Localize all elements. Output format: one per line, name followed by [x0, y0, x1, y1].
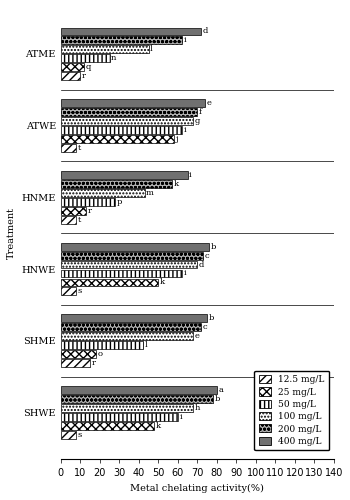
Text: i: i [183, 270, 186, 278]
Legend: 12.5 mg/L, 25 mg/L, 50 mg/L, 100 mg/L, 200 mg/L, 400 mg/L: 12.5 mg/L, 25 mg/L, 50 mg/L, 100 mg/L, 2… [254, 370, 329, 450]
Bar [61, 198, 116, 205]
Bar [61, 54, 110, 62]
Bar [61, 216, 76, 224]
Bar [61, 260, 197, 268]
Text: t: t [78, 216, 81, 224]
Text: l: l [150, 46, 153, 54]
Text: q: q [86, 64, 91, 72]
Text: g: g [195, 117, 200, 125]
Text: c: c [205, 252, 209, 260]
Bar [61, 126, 182, 134]
Bar [61, 278, 158, 286]
Bar [61, 46, 148, 54]
Text: m: m [146, 189, 154, 197]
Text: d: d [203, 28, 208, 36]
Bar [61, 395, 213, 403]
Text: r: r [82, 72, 86, 80]
Bar [61, 342, 143, 349]
Text: s: s [78, 431, 82, 439]
Bar [61, 189, 145, 197]
Text: r: r [92, 359, 96, 367]
Text: k: k [156, 422, 161, 430]
Text: i: i [183, 36, 186, 44]
Bar [61, 207, 86, 214]
Text: i: i [189, 171, 192, 179]
Bar [61, 72, 80, 80]
Bar [61, 413, 178, 421]
Text: b: b [209, 314, 214, 322]
Text: b: b [211, 242, 216, 250]
Text: e: e [206, 99, 211, 107]
Bar [61, 350, 96, 358]
Text: k: k [174, 180, 178, 188]
Text: p: p [117, 198, 122, 206]
Bar [61, 288, 76, 296]
Bar [61, 36, 182, 44]
Bar [61, 359, 90, 367]
Text: k: k [160, 278, 165, 286]
Bar [61, 28, 201, 36]
Text: f: f [199, 108, 202, 116]
Bar [61, 332, 194, 340]
Bar [61, 422, 154, 430]
Y-axis label: Treatment: Treatment [7, 207, 16, 259]
X-axis label: Metal chelating activity(%): Metal chelating activity(%) [130, 484, 264, 493]
Text: c: c [203, 324, 208, 332]
Text: n: n [111, 54, 117, 62]
Text: i: i [179, 413, 182, 421]
Text: h: h [195, 404, 200, 412]
Bar [61, 135, 174, 143]
Text: a: a [218, 386, 223, 394]
Text: e: e [195, 332, 200, 340]
Bar [61, 180, 172, 188]
Bar [61, 171, 188, 179]
Text: o: o [97, 350, 103, 358]
Bar [61, 270, 182, 278]
Bar [61, 117, 194, 125]
Text: l: l [144, 341, 147, 349]
Bar [61, 144, 76, 152]
Bar [61, 314, 207, 322]
Text: i: i [183, 126, 186, 134]
Text: d: d [199, 260, 204, 268]
Text: b: b [215, 395, 220, 403]
Text: j: j [175, 135, 178, 143]
Bar [61, 386, 217, 394]
Bar [61, 99, 205, 107]
Bar [61, 64, 84, 72]
Text: s: s [78, 288, 82, 296]
Text: r: r [88, 206, 92, 214]
Bar [61, 108, 197, 116]
Text: t: t [78, 144, 81, 152]
Bar [61, 404, 194, 412]
Bar [61, 242, 209, 250]
Bar [61, 324, 201, 331]
Bar [61, 431, 76, 439]
Bar [61, 252, 203, 260]
